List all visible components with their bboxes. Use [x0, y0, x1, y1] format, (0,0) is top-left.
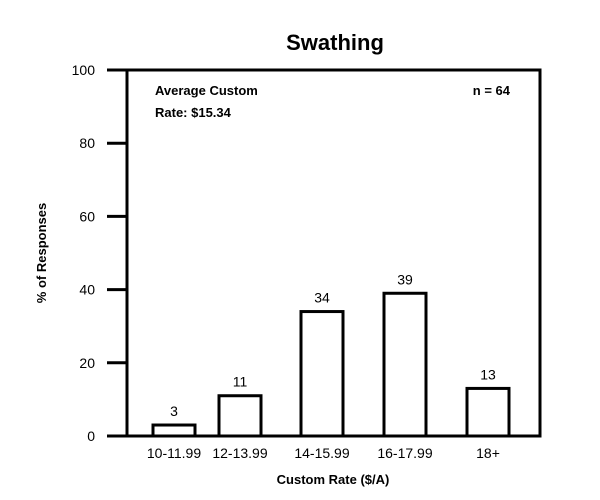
x-axis-label: Custom Rate ($/A): [277, 472, 390, 487]
x-tick-label: 14-15.99: [294, 445, 349, 461]
data-label: 11: [233, 374, 248, 390]
x-tick-label: 10-11.99: [147, 445, 201, 461]
y-axis-label: % of Responses: [34, 203, 49, 303]
bar-10-11.99: [151, 423, 197, 438]
y-axis: 0 20 40 60 80 100: [72, 62, 127, 444]
data-label: 39: [397, 271, 413, 287]
bar-16-17.99: [382, 291, 428, 438]
y-tick-label: 20: [79, 355, 95, 371]
chart-title: Swathing: [286, 30, 384, 55]
bar-14-15.99: [299, 310, 345, 438]
n-annotation: n = 64: [473, 83, 511, 98]
y-tick-label: 40: [79, 282, 95, 298]
bar-18+: [465, 386, 511, 438]
average-annotation-line1: Average Custom: [155, 83, 258, 98]
y-tick-label: 60: [79, 208, 95, 224]
y-tick-label: 0: [87, 428, 95, 444]
data-label: 3: [170, 403, 178, 419]
average-annotation-line2: Rate: $15.34: [155, 105, 232, 120]
data-label: 34: [314, 290, 330, 306]
x-tick-label: 18+: [476, 445, 500, 461]
x-tick-label: 12-13.99: [212, 445, 267, 461]
bars: 3 10-11.99 11 12-13.99 34 14-15.99 39 16-17.99 1…: [147, 271, 511, 461]
x-tick-label: 16-17.99: [377, 445, 432, 461]
data-label: 13: [480, 366, 496, 382]
bar-12-13.99: [217, 394, 263, 438]
y-tick-label: 80: [79, 135, 95, 151]
y-tick-label: 100: [72, 62, 96, 78]
